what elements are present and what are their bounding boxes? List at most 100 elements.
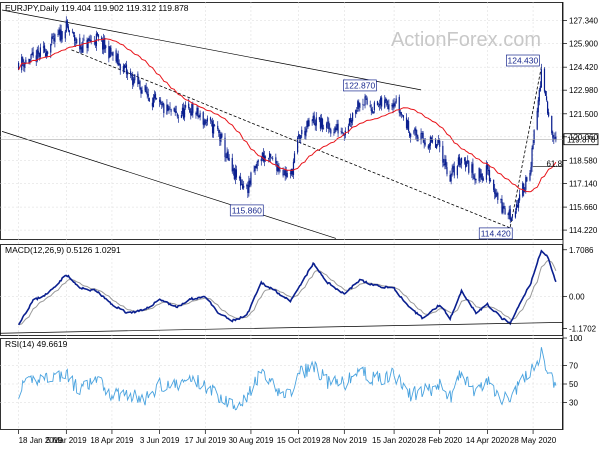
candle-body	[545, 96, 548, 101]
candle-body	[122, 66, 124, 72]
candle-body	[543, 68, 546, 92]
candle-body	[371, 109, 373, 113]
candle-body	[311, 120, 313, 122]
candle-body	[241, 184, 243, 185]
candle-body	[29, 59, 31, 63]
candle-body	[376, 101, 379, 106]
macd-tick-label: 1.7086	[569, 246, 594, 255]
candle-body	[292, 161, 295, 175]
macd-support-line	[0, 322, 563, 334]
fibonacci-label: 61.8	[546, 159, 562, 168]
watermark: ActionForex.com	[391, 29, 541, 51]
price-annotation-box	[506, 54, 540, 67]
candle-body	[479, 169, 481, 179]
candle-body	[347, 125, 350, 132]
candle-body	[431, 139, 434, 143]
candle-body	[507, 213, 509, 215]
candle-body	[530, 167, 532, 174]
candle-body	[279, 170, 281, 172]
price-panel: 115.860 122.870 114.420 124.430 61.8 119.878	[0, 9, 599, 240]
candle-body	[474, 178, 476, 181]
candle-body	[247, 184, 249, 193]
candle-body	[272, 158, 274, 160]
candle-body	[342, 132, 344, 136]
candle-body	[82, 41, 84, 53]
candle-body	[511, 216, 513, 218]
price-annotation-box	[229, 204, 264, 217]
candle-body	[74, 34, 76, 41]
candle-body	[154, 93, 157, 99]
candle-body	[53, 38, 55, 41]
candle-body	[115, 50, 117, 62]
candle-body	[30, 54, 32, 60]
candle-body	[457, 157, 459, 165]
candle-body	[160, 100, 162, 104]
candle-body	[518, 194, 521, 201]
candle-body	[321, 118, 324, 130]
candle-body	[537, 100, 539, 113]
candle-body	[319, 118, 322, 129]
candle-body	[138, 82, 140, 84]
candle-body	[349, 117, 352, 122]
candle-body	[305, 128, 307, 137]
price-tick-label: 121.500	[569, 110, 598, 119]
candle-body	[199, 113, 201, 118]
candle-body	[54, 34, 56, 43]
rsi-plot-area	[18, 347, 557, 411]
candle-body	[148, 97, 150, 102]
candle-body	[180, 115, 183, 118]
candle-body	[217, 125, 219, 130]
candle-body	[388, 104, 390, 110]
candle-body	[555, 136, 557, 141]
candle-body	[97, 34, 100, 38]
candle-body	[28, 58, 30, 64]
candle-body	[250, 172, 252, 186]
candle-body	[38, 52, 40, 57]
candle-body	[377, 105, 380, 107]
candle-body	[96, 32, 99, 36]
price-tick-label: 122.980	[569, 86, 598, 95]
candle-body	[233, 168, 235, 180]
candle-body	[306, 121, 308, 128]
price-annotation-label: 124.430	[507, 56, 538, 66]
candle-body	[248, 180, 250, 194]
candle-body	[297, 137, 299, 153]
candle-body	[260, 158, 262, 162]
candle-body	[314, 123, 316, 127]
candle-body	[66, 20, 68, 27]
candle-body	[202, 112, 204, 125]
candle-body	[496, 193, 498, 196]
candle-body	[103, 39, 105, 50]
candle-body	[284, 170, 286, 177]
candle-body	[333, 132, 335, 133]
candle-body	[402, 115, 405, 118]
candle-body	[514, 211, 517, 218]
candle-body	[327, 122, 329, 124]
candle-body	[481, 173, 483, 181]
candle-body	[37, 50, 39, 54]
channel-lower-line	[1, 131, 337, 239]
candle-body	[141, 89, 143, 94]
candle-body	[133, 79, 135, 85]
candle-body	[446, 167, 448, 175]
candle-body	[210, 120, 213, 122]
candle-body	[290, 168, 292, 175]
candle-body	[415, 128, 417, 136]
candle-body	[110, 47, 112, 54]
candle-body	[494, 189, 496, 194]
candle-body	[468, 161, 470, 173]
candle-body	[46, 51, 48, 57]
candle-body	[343, 134, 345, 136]
time-tick-label: 28 Feb 2020	[417, 436, 462, 445]
candle-body	[261, 152, 263, 159]
candle-body	[472, 163, 474, 175]
candle-body	[102, 40, 104, 50]
candle-body	[140, 87, 142, 94]
candle-body	[554, 136, 556, 139]
last-price-box	[563, 133, 599, 146]
candle-body	[460, 157, 463, 164]
candle-body	[184, 105, 187, 108]
candle-body	[487, 169, 490, 171]
candle-body	[87, 39, 89, 49]
candle-body	[533, 130, 535, 143]
